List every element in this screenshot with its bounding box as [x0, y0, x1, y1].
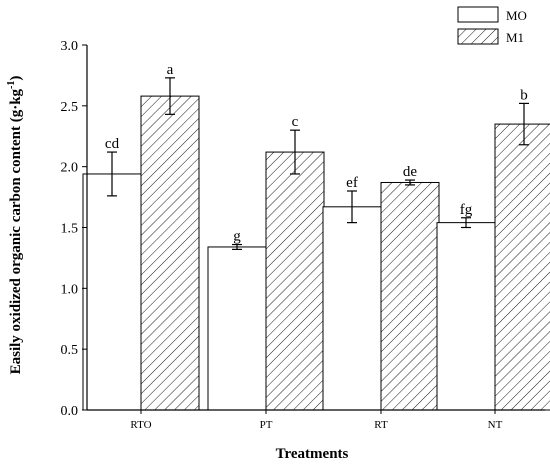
significance-label: ef: [346, 175, 358, 191]
significance-label: de: [403, 164, 418, 180]
y-tick-label: 2.0: [61, 161, 79, 176]
significance-label: g: [233, 229, 241, 245]
bar-mo-nt: [436, 222, 496, 411]
y-tick-label: 0.0: [61, 404, 79, 419]
y-axis-title-close: ): [8, 76, 24, 81]
bar-m1-rto: [140, 95, 200, 411]
bar-m1-pt: [265, 151, 325, 411]
y-tick-label: 1.5: [61, 222, 79, 237]
significance-label: c: [292, 114, 299, 130]
y-tick-label: 2.5: [61, 100, 79, 115]
significance-label: cd: [105, 136, 120, 152]
x-tick-label: RTO: [130, 419, 151, 431]
y-tick-label: 1.0: [61, 282, 79, 297]
y-axis-title: Easily oxidized organic carbon content (…: [6, 76, 24, 375]
legend-swatch-m1: [457, 28, 499, 45]
y-tick-label: 0.5: [61, 343, 79, 358]
legend-label-mo: MO: [506, 8, 527, 23]
legend-label-m1: M1: [506, 30, 524, 45]
x-tick-label: RT: [374, 419, 388, 431]
significance-label: b: [520, 87, 528, 103]
bar-mo-rt: [322, 206, 382, 411]
bar-mo-rto: [82, 173, 142, 411]
x-tick-label: NT: [488, 419, 503, 431]
significance-label: fg: [460, 202, 473, 218]
legend: MO M1: [457, 6, 527, 45]
x-axis-title: Treatments: [276, 446, 349, 462]
bar-m1-nt: [494, 123, 550, 411]
significance-label: a: [167, 62, 174, 78]
axes-layer: 0.0 0.5 1.0 1.5 2.0 2.5 3.0 RTO PT RT NT: [61, 39, 545, 431]
y-axis-title-superscript: -1: [6, 81, 17, 89]
y-tick-label: 3.0: [61, 39, 79, 54]
bar-mo-pt: [207, 246, 267, 411]
legend-swatch-mo: [457, 6, 499, 23]
bars-layer: cd a g c ef de fg b: [82, 62, 550, 411]
bar-m1-rt: [380, 181, 440, 411]
x-tick-label: PT: [260, 419, 273, 431]
